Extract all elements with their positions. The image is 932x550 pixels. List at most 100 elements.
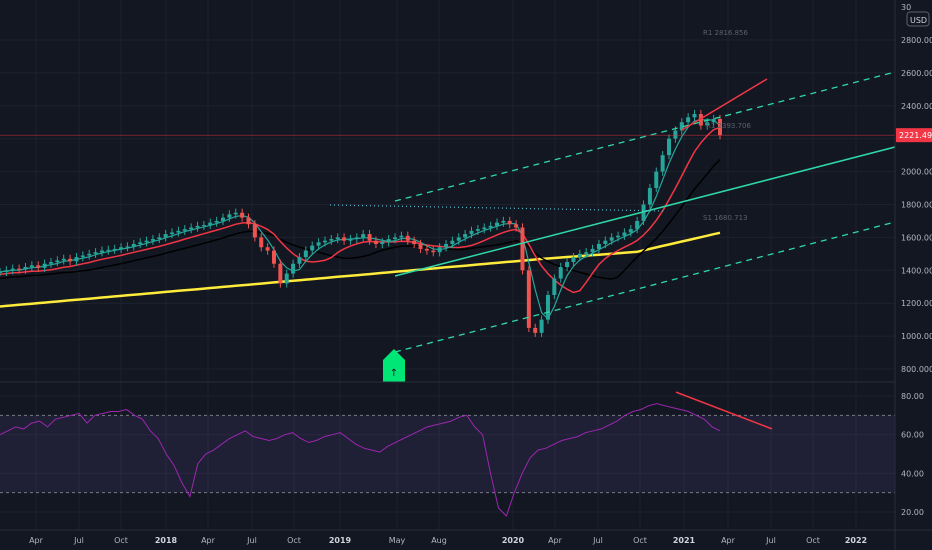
candle-body[interactable] — [456, 237, 461, 241]
candle-body[interactable] — [673, 130, 678, 139]
candle-body[interactable] — [393, 237, 398, 240]
candle-body[interactable] — [271, 250, 276, 264]
candle-body[interactable] — [679, 122, 684, 131]
candle-body[interactable] — [335, 237, 340, 240]
candle-body[interactable] — [303, 250, 308, 258]
channel-upper-line[interactable] — [394, 71, 896, 202]
candle-body[interactable] — [176, 230, 181, 233]
candle-body[interactable] — [444, 243, 449, 248]
candle-body[interactable] — [596, 243, 601, 249]
candle-body[interactable] — [125, 246, 130, 248]
candle-body[interactable] — [48, 262, 53, 264]
buy-marker-icon[interactable] — [383, 349, 405, 382]
candle-body[interactable] — [507, 220, 512, 225]
candle-body[interactable] — [463, 234, 468, 238]
candle-body[interactable] — [641, 204, 646, 221]
candle-body[interactable] — [622, 232, 627, 236]
candle-body[interactable] — [609, 237, 614, 241]
rsi-divergence-trendline[interactable] — [675, 391, 773, 430]
channel-mid-line[interactable] — [394, 146, 896, 277]
candle-body[interactable] — [354, 237, 359, 240]
candle-body[interactable] — [424, 248, 429, 251]
candle-body[interactable] — [501, 220, 506, 223]
candle-body[interactable] — [29, 265, 34, 268]
candle-body[interactable] — [342, 237, 347, 241]
candle-body[interactable] — [405, 235, 410, 241]
candle-body[interactable] — [144, 240, 149, 243]
candle-body[interactable] — [520, 227, 525, 271]
candle-body[interactable] — [539, 319, 544, 333]
candle-body[interactable] — [418, 243, 423, 249]
candle-body[interactable] — [399, 235, 404, 238]
rsi-pane[interactable] — [0, 391, 895, 517]
candle-body[interactable] — [246, 217, 251, 225]
rsi-line[interactable] — [0, 403, 721, 517]
candle-body[interactable] — [380, 242, 385, 244]
candle-body[interactable] — [182, 229, 187, 231]
candle-body[interactable] — [705, 122, 710, 126]
candle-body[interactable] — [42, 263, 47, 268]
candle-body[interactable] — [240, 212, 245, 218]
ma-100-line[interactable] — [0, 158, 721, 280]
candle-body[interactable] — [577, 253, 582, 258]
candle-body[interactable] — [475, 229, 480, 231]
candle-body[interactable] — [514, 224, 519, 228]
candle-body[interactable] — [23, 267, 28, 270]
candle-body[interactable] — [584, 252, 589, 254]
candle-body[interactable] — [367, 234, 372, 241]
candle-body[interactable] — [265, 247, 270, 251]
candle-body[interactable] — [93, 252, 98, 254]
candle-body[interactable] — [660, 155, 665, 172]
candle-body[interactable] — [68, 258, 73, 262]
candle-body[interactable] — [157, 237, 162, 240]
candle-body[interactable] — [711, 118, 716, 123]
candle-body[interactable] — [469, 230, 474, 235]
candle-body[interactable] — [10, 268, 15, 271]
candle-body[interactable] — [667, 138, 672, 156]
candle-body[interactable] — [150, 239, 155, 241]
candle-body[interactable] — [590, 248, 595, 253]
candle-body[interactable] — [545, 294, 550, 320]
candle-body[interactable] — [214, 220, 219, 223]
candle-body[interactable] — [4, 270, 9, 272]
candle-body[interactable] — [558, 267, 563, 279]
candle-body[interactable] — [431, 250, 436, 253]
candle-body[interactable] — [686, 117, 691, 123]
candle-body[interactable] — [138, 242, 143, 244]
candle-body[interactable] — [571, 257, 576, 263]
candle-body[interactable] — [348, 239, 353, 241]
candle-body[interactable] — [297, 257, 302, 264]
candle-body[interactable] — [252, 224, 257, 238]
candle-body[interactable] — [654, 171, 659, 189]
candle-body[interactable] — [616, 235, 621, 238]
candle-body[interactable] — [386, 239, 391, 243]
currency-badge[interactable] — [906, 11, 930, 27]
candle-body[interactable] — [322, 240, 327, 243]
candle-body[interactable] — [170, 232, 175, 235]
candle-body[interactable] — [233, 212, 238, 215]
candle-body[interactable] — [698, 114, 703, 126]
price-divergence-trendline[interactable] — [681, 78, 768, 131]
candle-body[interactable] — [373, 240, 378, 244]
candle-body[interactable] — [55, 260, 60, 263]
candle-body[interactable] — [628, 229, 633, 233]
ma-200-line[interactable] — [0, 231, 721, 308]
candle-body[interactable] — [361, 234, 366, 238]
candle-body[interactable] — [603, 240, 608, 244]
candle-body[interactable] — [189, 227, 194, 230]
candle-body[interactable] — [36, 265, 41, 268]
candle-body[interactable] — [259, 237, 264, 248]
candle-body[interactable] — [119, 247, 124, 249]
candle-body[interactable] — [329, 239, 334, 241]
candle-body[interactable] — [488, 225, 493, 228]
candle-body[interactable] — [61, 258, 66, 261]
candle-body[interactable] — [74, 257, 79, 262]
candle-body[interactable] — [718, 118, 722, 136]
candle-body[interactable] — [99, 250, 104, 253]
candle-body[interactable] — [635, 220, 640, 230]
candle-body[interactable] — [87, 253, 92, 256]
candle-body[interactable] — [221, 217, 226, 221]
channel-lower-line[interactable] — [394, 221, 896, 353]
candle-body[interactable] — [526, 270, 531, 328]
